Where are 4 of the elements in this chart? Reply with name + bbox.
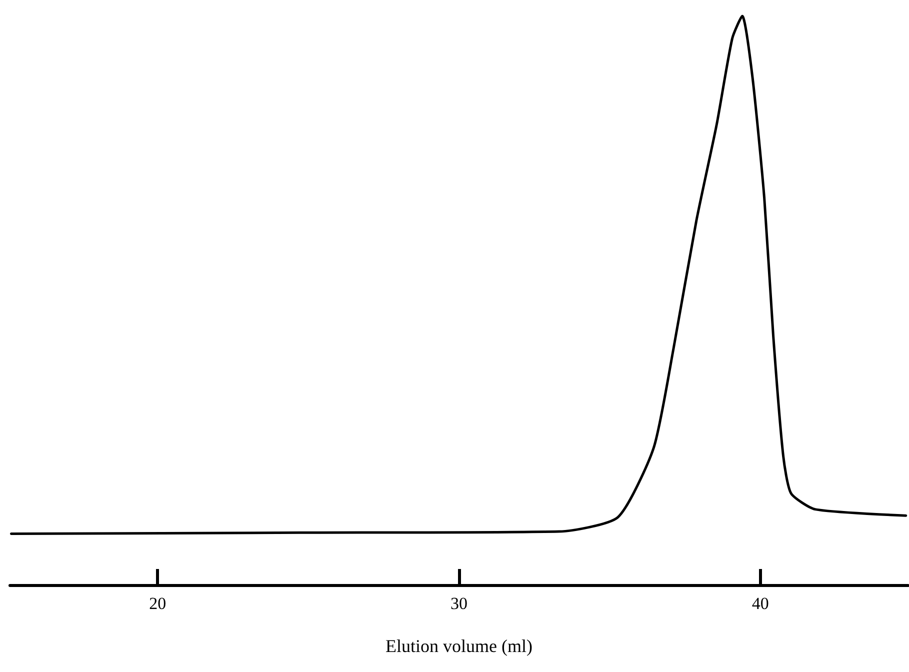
x-tick-label: 40 — [752, 594, 769, 613]
x-tick-label: 30 — [450, 594, 468, 613]
x-axis-title: Elution volume (ml) — [386, 636, 532, 656]
x-tick-label: 20 — [149, 594, 166, 613]
